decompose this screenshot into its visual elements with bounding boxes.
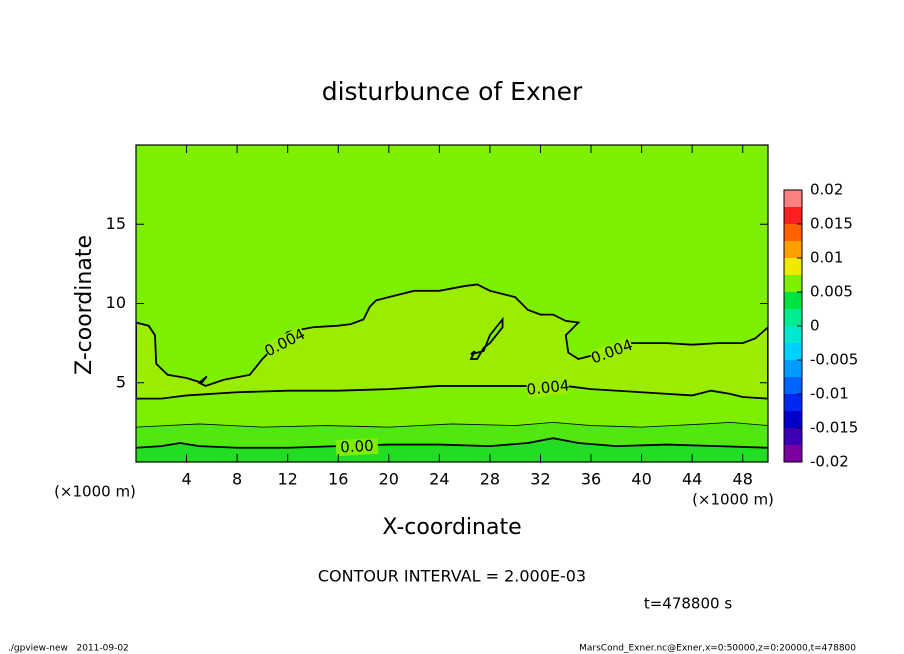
x-tick-label: 8 — [232, 470, 242, 489]
y-tick-label: 10 — [106, 293, 126, 312]
contour-line — [469, 316, 504, 360]
x-tick-label: 20 — [379, 470, 399, 489]
colorbar-tick-label: 0.015 — [810, 215, 853, 233]
colorbar-band — [784, 377, 802, 394]
contour-fill — [136, 284, 768, 399]
colorbar-tick-label: 0.01 — [810, 249, 843, 267]
colorbar-tick-label: -0.015 — [810, 419, 858, 437]
colorbar-band — [784, 343, 802, 360]
colorbar-band — [784, 292, 802, 309]
colorbar-band — [784, 224, 802, 241]
contour-label-bg — [262, 326, 308, 360]
x-tick-label: 24 — [429, 470, 449, 489]
contour-label: 0.004 — [526, 376, 571, 398]
contour-line — [136, 421, 768, 428]
colorbar-band — [784, 326, 802, 343]
x-tick-label: 48 — [733, 470, 753, 489]
colorbar-band — [784, 275, 802, 292]
contour-label-bg — [335, 437, 379, 457]
colorbar-tick-label: -0.01 — [810, 385, 849, 403]
colorbar-band — [784, 190, 802, 207]
x-axis-unit: (×1000 m) — [692, 491, 774, 509]
y-tick-label: 15 — [106, 214, 126, 233]
footer-right: MarsCond_Exner.nc@Exner,x=0:50000,z=0:20… — [579, 644, 856, 654]
contour-fill — [470, 319, 503, 359]
contour-line — [136, 437, 768, 449]
y-axis-label: Z-coordinate — [72, 235, 97, 375]
x-axis-label: X-coordinate — [382, 515, 521, 540]
chart-title: disturbunce of Exner — [322, 77, 583, 106]
colorbar-band — [784, 428, 802, 445]
x-tick-label: 16 — [328, 470, 348, 489]
colorbar-band — [784, 241, 802, 258]
x-tick-label: 4 — [181, 470, 191, 489]
x-tick-label: 44 — [682, 470, 702, 489]
x-tick-label: 12 — [278, 470, 298, 489]
colorbar-tick-label: 0.02 — [810, 181, 843, 199]
colorbar-band — [784, 309, 802, 326]
colorbar-tick-label: -0.02 — [810, 453, 849, 471]
colorbar-band — [784, 394, 802, 411]
colorbar-band — [784, 360, 802, 377]
time-label: t=478800 s — [644, 595, 732, 613]
colorbar-band — [784, 207, 802, 224]
colorbar-tick-label: 0.005 — [810, 283, 853, 301]
colorbar-tick-label: -0.005 — [810, 351, 858, 369]
colorbar-band — [784, 258, 802, 275]
y-tick-label: 5 — [116, 372, 126, 391]
y-axis-unit: (×1000 m) — [54, 483, 136, 501]
contour-label-bg — [589, 337, 635, 367]
x-tick-label: 40 — [631, 470, 651, 489]
x-tick-label: 36 — [581, 470, 601, 489]
contour-interval: CONTOUR INTERVAL = 2.000E-03 — [318, 567, 586, 586]
colorbar-band — [784, 411, 802, 428]
x-tick-label: 32 — [530, 470, 550, 489]
x-tick-label: 28 — [480, 470, 500, 489]
footer-left: ./gpview-new 2011-09-02 — [8, 644, 129, 654]
contour-label-bg — [526, 377, 570, 399]
contour-label: 0.00 — [340, 437, 374, 457]
contour-fill — [136, 438, 768, 462]
colorbar-tick-label: 0 — [810, 317, 820, 335]
colorbar-band — [784, 445, 802, 462]
